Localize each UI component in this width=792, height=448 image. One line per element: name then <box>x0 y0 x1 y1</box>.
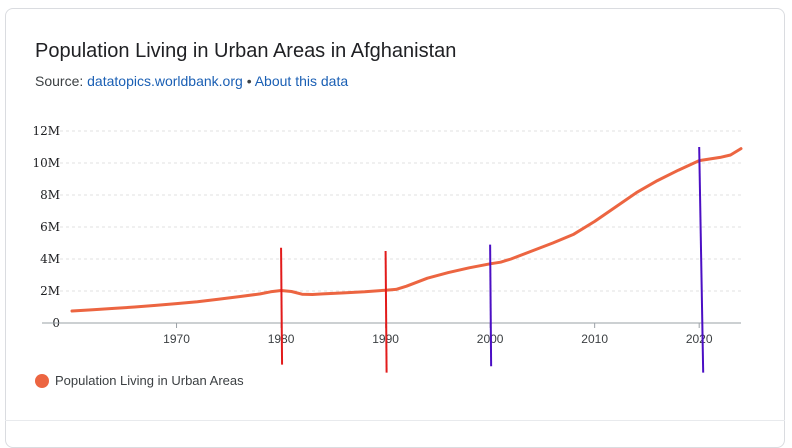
annotation-vline <box>698 146 705 373</box>
y-tick-label: 8M <box>40 188 60 202</box>
source-line: Source: datatopics.worldbank.org • About… <box>35 73 348 89</box>
legend-label: Population Living in Urban Areas <box>55 373 244 388</box>
x-tick-label: 1970 <box>163 332 190 346</box>
annotation-vline <box>384 250 388 373</box>
y-tick-label: 2M <box>40 284 60 298</box>
source-label: Source: <box>35 73 84 89</box>
y-tick-label: 12M <box>32 124 60 138</box>
legend: Population Living in Urban Areas <box>35 373 244 388</box>
annotation-vline <box>489 244 493 367</box>
x-tick-label: 2020 <box>686 332 713 346</box>
y-tick-label: 6M <box>40 220 60 234</box>
series-line <box>70 147 743 313</box>
about-data-link[interactable]: About this data <box>254 73 349 89</box>
page-title: Population Living in Urban Areas in Afgh… <box>35 40 457 62</box>
card-divider <box>5 420 785 421</box>
y-tick-label: 10M <box>32 156 60 170</box>
chart-card <box>5 8 785 448</box>
y-tick-label: 4M <box>40 252 60 266</box>
legend-swatch <box>35 373 49 388</box>
annotation-vline <box>280 247 284 365</box>
source-separator: • <box>246 73 252 89</box>
source-link[interactable]: datatopics.worldbank.org <box>87 73 243 89</box>
x-tick-label: 2010 <box>581 332 608 346</box>
